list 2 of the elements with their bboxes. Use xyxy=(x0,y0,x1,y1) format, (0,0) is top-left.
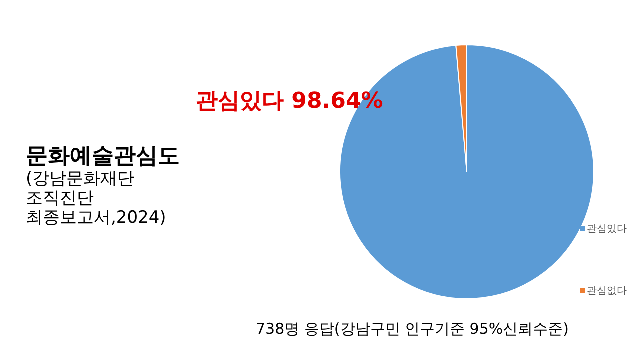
subtitle: (강남문화재단 조직진단 최종보고서,2024) xyxy=(26,169,166,228)
title: 문화예술관심도 xyxy=(26,144,180,169)
